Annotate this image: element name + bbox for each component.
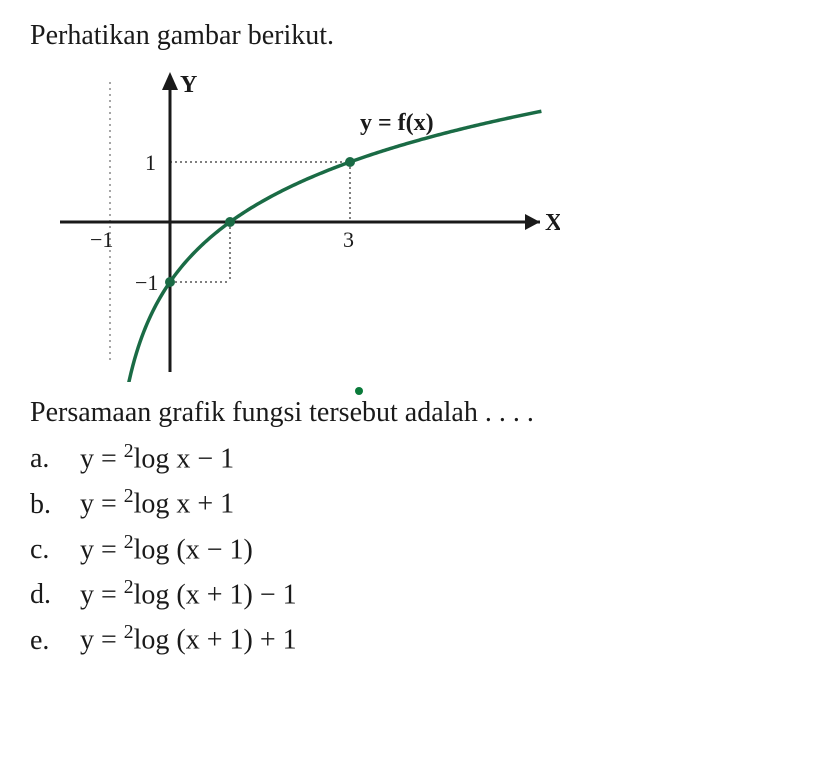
page-title: Perhatikan gambar berikut.: [30, 20, 800, 52]
option-c-text: y = 2log (x − 1): [80, 528, 800, 571]
tick-xneg1: −1: [90, 227, 113, 252]
option-e-text: y = 2log (x + 1) + 1: [80, 618, 800, 661]
option-b-text: y = 2log x + 1: [80, 482, 800, 525]
tick-y1: 1: [145, 150, 156, 175]
option-c-letter: c.: [30, 529, 80, 571]
tick-yneg1: −1: [135, 270, 158, 295]
y-axis-arrow: [162, 72, 178, 90]
option-e: e. y = 2log (x + 1) + 1: [30, 618, 800, 661]
x-axis-label: X: [545, 210, 560, 236]
option-b: b. y = 2log x + 1: [30, 482, 800, 525]
option-d: d. y = 2log (x + 1) − 1: [30, 573, 800, 616]
option-a: a. y = 2log x − 1: [30, 437, 800, 480]
option-c: c. y = 2log (x − 1): [30, 528, 800, 571]
point-x3: [345, 157, 355, 167]
option-b-letter: b.: [30, 484, 80, 526]
option-d-letter: d.: [30, 574, 80, 616]
option-a-letter: a.: [30, 438, 80, 480]
chart-container: Y X 1 −1 −1 3 y = f(x): [60, 62, 560, 382]
options-list: a. y = 2log x − 1 b. y = 2log x + 1 c. y…: [30, 437, 800, 662]
point-origin-yneg1: [165, 277, 175, 287]
question-text: Persamaan grafik fungsi tersebut adalah …: [30, 397, 800, 429]
chart-svg: Y X 1 −1 −1 3 y = f(x): [60, 62, 560, 382]
option-d-text: y = 2log (x + 1) − 1: [80, 573, 800, 616]
option-e-letter: e.: [30, 620, 80, 662]
point-x1: [225, 217, 235, 227]
y-axis-label: Y: [180, 72, 197, 98]
function-curve: [127, 111, 541, 382]
decorative-dot: [355, 387, 363, 395]
tick-x3: 3: [343, 227, 354, 252]
function-label: y = f(x): [360, 110, 434, 136]
option-a-text: y = 2log x − 1: [80, 437, 800, 480]
x-axis-arrow: [525, 214, 540, 230]
